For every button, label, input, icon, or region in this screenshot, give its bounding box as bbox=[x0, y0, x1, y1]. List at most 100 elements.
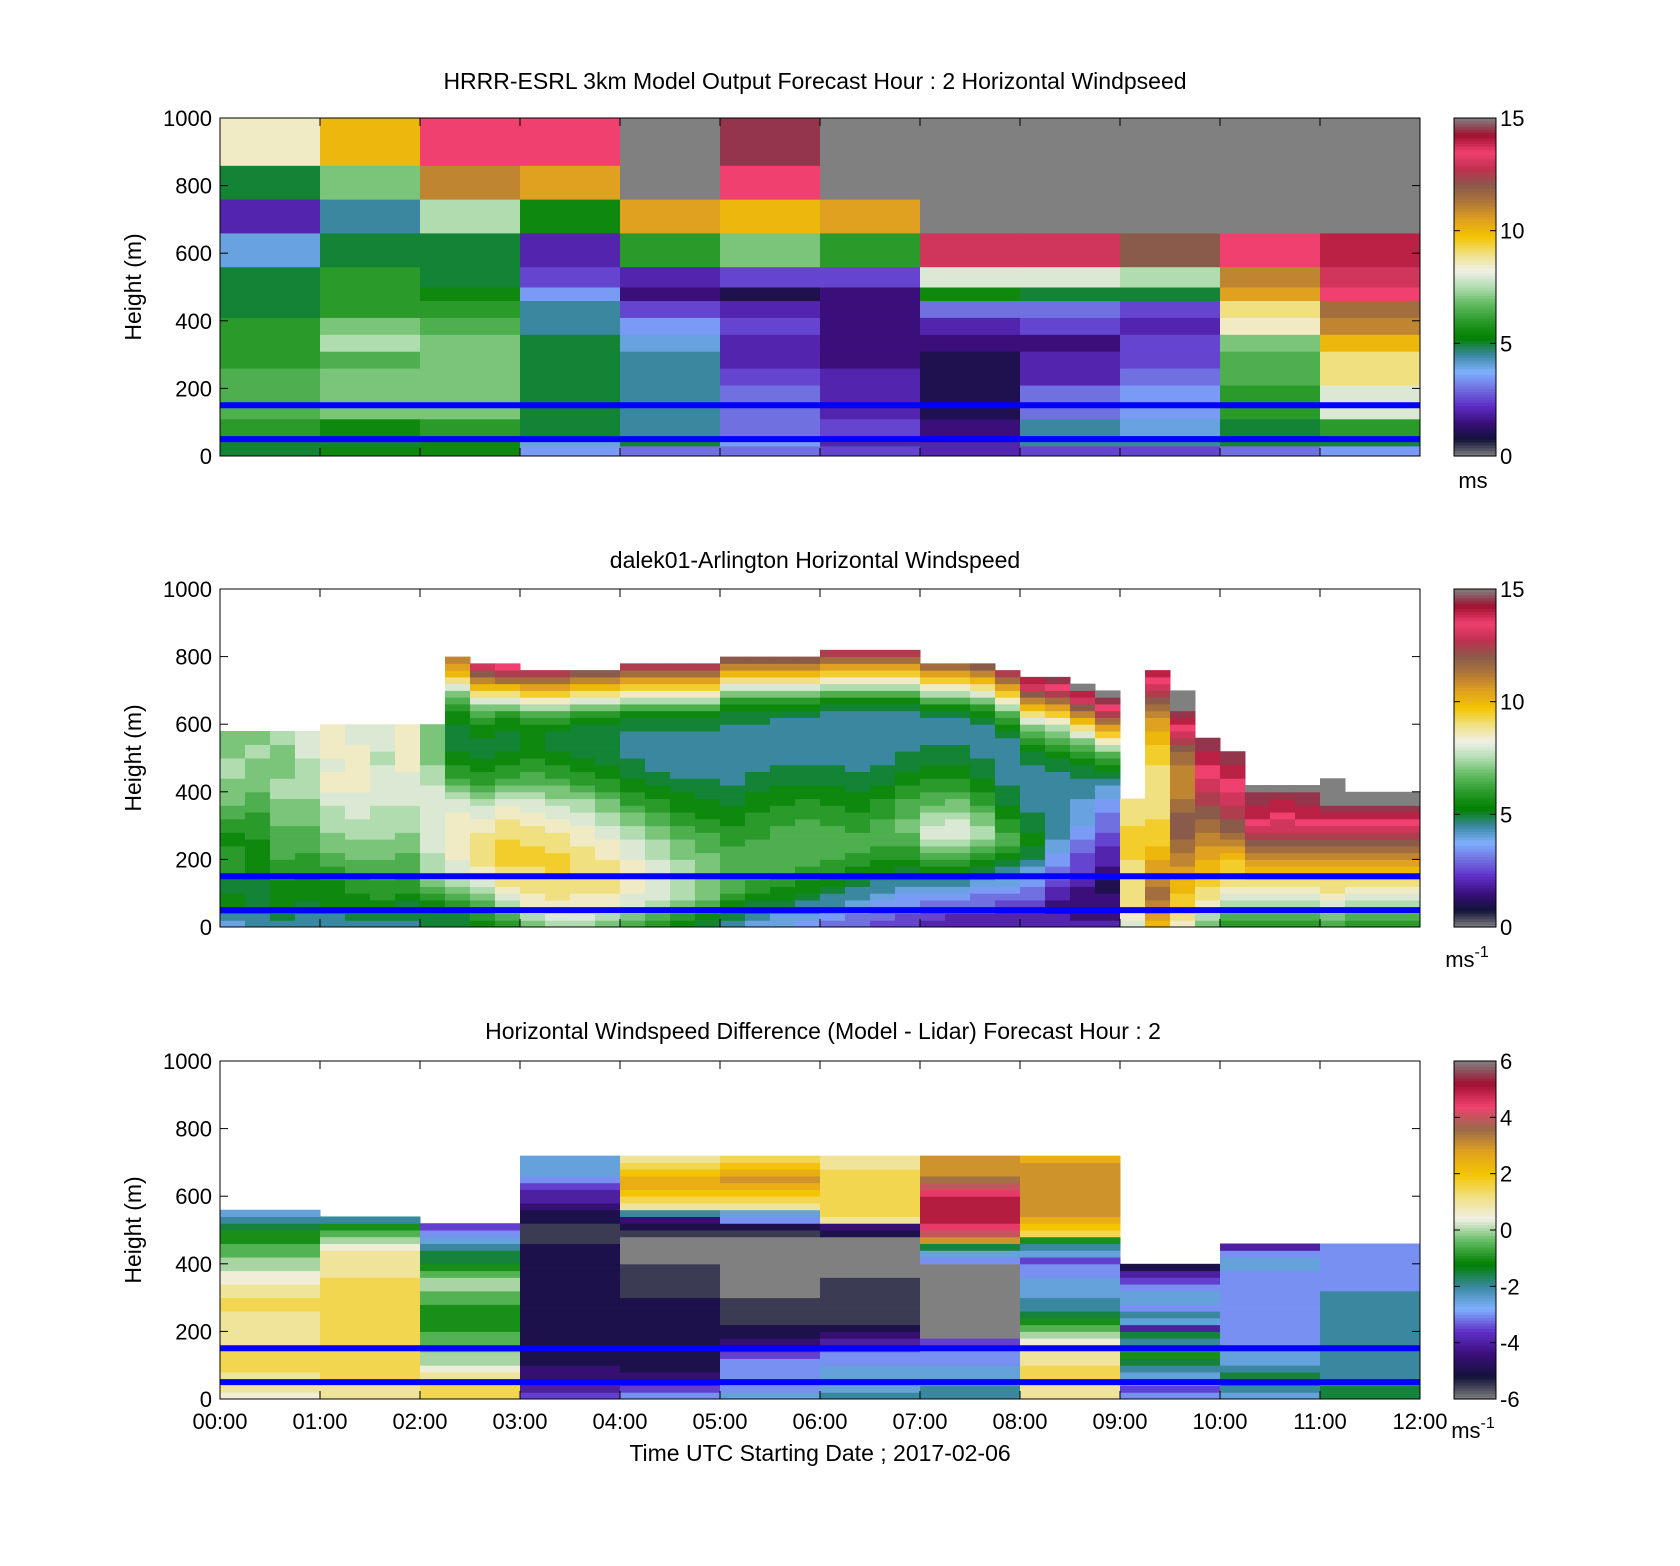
heatmap-cell bbox=[795, 785, 821, 793]
heatmap-cell bbox=[820, 1169, 921, 1177]
heatmap-cell bbox=[520, 1371, 621, 1380]
heatmap-cell bbox=[995, 737, 1021, 745]
heatmap-cell bbox=[395, 751, 421, 759]
heatmap-cell bbox=[345, 812, 371, 820]
heatmap-cell bbox=[320, 852, 346, 860]
heatmap-cell bbox=[220, 1284, 321, 1292]
colorbar-swatch bbox=[1454, 808, 1496, 813]
heatmap-cell bbox=[645, 710, 671, 718]
heatmap-cell bbox=[570, 670, 596, 678]
heatmap-cell bbox=[895, 893, 921, 901]
heatmap-cell bbox=[545, 859, 571, 867]
heatmap-cell bbox=[920, 778, 946, 786]
colorbar-swatch bbox=[1454, 329, 1496, 333]
heatmap-cell bbox=[270, 778, 296, 786]
heatmap-cell bbox=[995, 825, 1021, 833]
heatmap-cell bbox=[1170, 771, 1196, 779]
heatmap-cell bbox=[820, 1351, 921, 1359]
heatmap-cell bbox=[720, 232, 821, 268]
heatmap-cell bbox=[1020, 199, 1121, 234]
colorbar-swatch bbox=[1454, 707, 1496, 711]
heatmap-cell bbox=[920, 1230, 1021, 1238]
heatmap-cell bbox=[470, 845, 496, 854]
heatmap-cell bbox=[870, 805, 896, 813]
heatmap-cell bbox=[1195, 852, 1221, 860]
heatmap-cell bbox=[1070, 724, 1096, 732]
heatmap-cell bbox=[1220, 368, 1321, 386]
colorbar-swatch bbox=[1454, 603, 1496, 607]
colorbar-swatch bbox=[1454, 619, 1496, 624]
colorbar-swatch bbox=[1454, 394, 1496, 398]
colorbar-swatch bbox=[1454, 817, 1496, 821]
heatmap-cell bbox=[270, 913, 296, 921]
heatmap-cell bbox=[620, 1317, 721, 1326]
heatmap-cell bbox=[1045, 832, 1071, 840]
heatmap-cell bbox=[920, 165, 1021, 200]
heatmap-cell bbox=[545, 920, 571, 928]
colorbar-swatch bbox=[1454, 896, 1496, 900]
heatmap-cell bbox=[1170, 724, 1196, 732]
heatmap-cell bbox=[420, 1338, 521, 1346]
heatmap-cell bbox=[670, 818, 696, 827]
heatmap-cell bbox=[945, 690, 971, 698]
heatmap-cell bbox=[795, 676, 821, 685]
heatmap-cell bbox=[1320, 445, 1421, 457]
heatmap-cell bbox=[720, 1270, 821, 1278]
heatmap-cell bbox=[620, 697, 646, 705]
heatmap-cell bbox=[1120, 879, 1146, 887]
heatmap-cell bbox=[870, 697, 896, 705]
colorbar-swatch bbox=[1454, 659, 1496, 663]
heatmap-cell bbox=[720, 832, 746, 840]
heatmap-cell bbox=[1195, 832, 1221, 840]
heatmap-cell bbox=[420, 1324, 521, 1332]
heatmap-cell bbox=[370, 744, 396, 752]
colorbar-swatch bbox=[1454, 1089, 1496, 1093]
heatmap-cell bbox=[1320, 1284, 1421, 1292]
heatmap-cell bbox=[820, 785, 846, 793]
heatmap-cell bbox=[670, 791, 696, 800]
colorbar-swatch bbox=[1454, 410, 1496, 415]
heatmap-cell bbox=[620, 805, 646, 813]
heatmap-cell bbox=[695, 758, 721, 766]
colorbar-swatch bbox=[1454, 315, 1496, 319]
heatmap-cell bbox=[1270, 798, 1296, 806]
heatmap-cell bbox=[495, 859, 521, 867]
heatmap-cell bbox=[820, 744, 846, 752]
colorbar-swatch bbox=[1454, 1117, 1496, 1121]
heatmap-cell bbox=[470, 744, 496, 752]
heatmap-cell bbox=[695, 832, 721, 840]
heatmap-cell bbox=[570, 751, 596, 759]
colorbar-tick-label: 15 bbox=[1500, 577, 1524, 602]
heatmap-cell bbox=[1120, 445, 1221, 457]
heatmap-cell bbox=[1220, 859, 1246, 867]
heatmap-cell bbox=[220, 1230, 321, 1238]
heatmap-cell bbox=[1045, 913, 1071, 921]
heatmap-cell bbox=[595, 724, 621, 732]
colorbar-swatch bbox=[1454, 185, 1496, 190]
y-tick-label: 0 bbox=[200, 444, 212, 469]
heatmap-cell bbox=[420, 1270, 521, 1278]
heatmap-cell bbox=[1120, 317, 1221, 335]
heatmap-cell bbox=[1295, 845, 1321, 854]
colorbar-swatch bbox=[1454, 755, 1496, 759]
heatmap-cell bbox=[620, 913, 646, 921]
heatmap-cell bbox=[420, 920, 446, 928]
colorbar-swatch bbox=[1454, 614, 1496, 618]
heatmap-cell bbox=[295, 899, 321, 908]
heatmap-cell bbox=[1145, 845, 1171, 854]
heatmap-cell bbox=[1120, 1324, 1221, 1332]
colorbar-swatch bbox=[1454, 351, 1496, 356]
colorbar-swatch bbox=[1454, 842, 1496, 846]
heatmap-cell bbox=[320, 886, 346, 894]
heatmap-cell bbox=[445, 798, 471, 806]
heatmap-cell bbox=[320, 866, 346, 874]
heatmap-cell bbox=[520, 118, 621, 166]
heatmap-cell bbox=[1395, 920, 1421, 928]
heatmap-cell bbox=[870, 737, 896, 745]
heatmap-cell bbox=[745, 913, 771, 921]
heatmap-cell bbox=[420, 1257, 521, 1265]
colorbar-swatch bbox=[1454, 859, 1496, 863]
colorbar-swatch bbox=[1454, 684, 1496, 689]
colorbar-swatch bbox=[1454, 1297, 1496, 1302]
colorbar-swatch bbox=[1454, 236, 1496, 240]
